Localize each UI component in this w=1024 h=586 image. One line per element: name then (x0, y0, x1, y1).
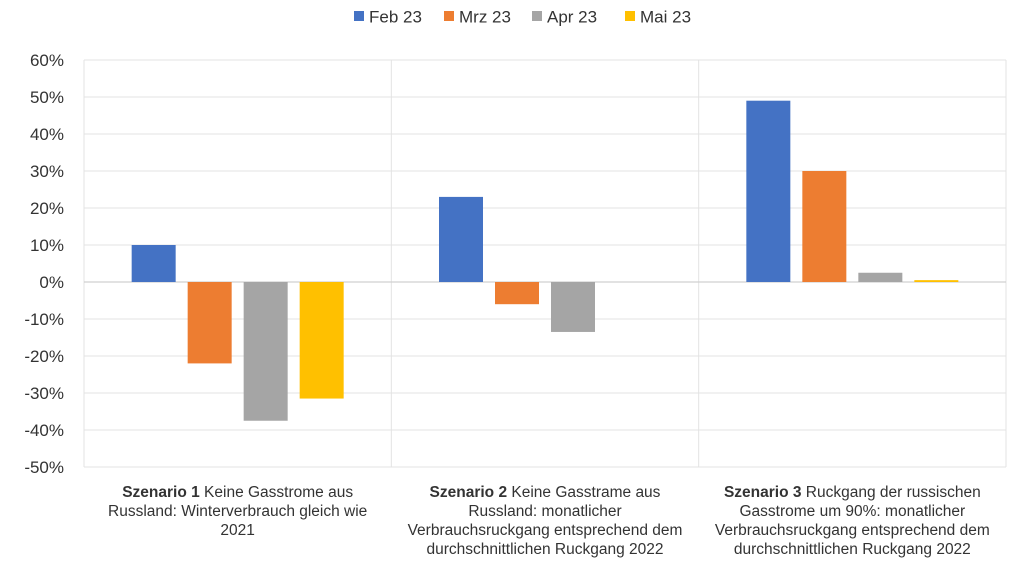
legend: Feb 23 Mrz 23 Apr 23 Mai 23 (354, 8, 691, 27)
y-tick-label: 40% (30, 125, 64, 144)
y-tick-label: 20% (30, 199, 64, 218)
legend-swatch (354, 11, 364, 21)
legend-label: Apr 23 (547, 8, 597, 27)
y-tick-label: -20% (24, 347, 64, 366)
y-tick-label: -50% (24, 458, 64, 477)
y-tick-label: 0% (39, 273, 64, 292)
y-tick-label: 60% (30, 51, 64, 70)
bar-mai-23 (299, 282, 344, 399)
legend-label: Mai 23 (640, 8, 691, 27)
bar-mrz-23 (187, 282, 232, 364)
y-axis-tick-labels: 60% 50% 40% 30% 20% 10% 0% -10% -20% -30% -40% -50% (24, 51, 64, 477)
category-label: Szenario 1 Keine Gasstrome aus Russland:… (108, 484, 368, 539)
legend-swatch (532, 11, 542, 21)
y-tick-label: 10% (30, 236, 64, 255)
bar-feb-23 (439, 196, 483, 282)
bar-mai-23 (914, 280, 959, 282)
y-tick-label: -30% (24, 384, 64, 403)
bar-apr-23 (858, 272, 903, 282)
bars (131, 100, 959, 421)
bar-mrz-23 (495, 282, 539, 305)
bar-apr-23 (551, 282, 595, 332)
category-label: Szenario 2 Keine Gasstrame aus Russland:… (407, 484, 683, 558)
bar-mrz-23 (802, 171, 847, 282)
y-tick-label: 30% (30, 162, 64, 181)
y-tick-label: -10% (24, 310, 64, 329)
legend-label: Mrz 23 (459, 8, 511, 27)
legend-swatch (444, 11, 454, 21)
bar-feb-23 (746, 100, 791, 282)
category-label: Szenario 3 Ruckgang der russischen Gasst… (714, 484, 990, 558)
y-tick-label: 50% (30, 88, 64, 107)
gridlines (83, 59, 1007, 468)
y-tick-label: -40% (24, 421, 64, 440)
legend-swatch (625, 11, 635, 21)
bar-apr-23 (243, 282, 288, 421)
legend-label: Feb 23 (369, 8, 422, 27)
bar-feb-23 (131, 245, 176, 282)
